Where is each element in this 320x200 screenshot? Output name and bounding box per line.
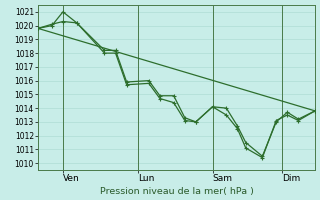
X-axis label: Pression niveau de la mer( hPa ): Pression niveau de la mer( hPa ) bbox=[100, 187, 253, 196]
